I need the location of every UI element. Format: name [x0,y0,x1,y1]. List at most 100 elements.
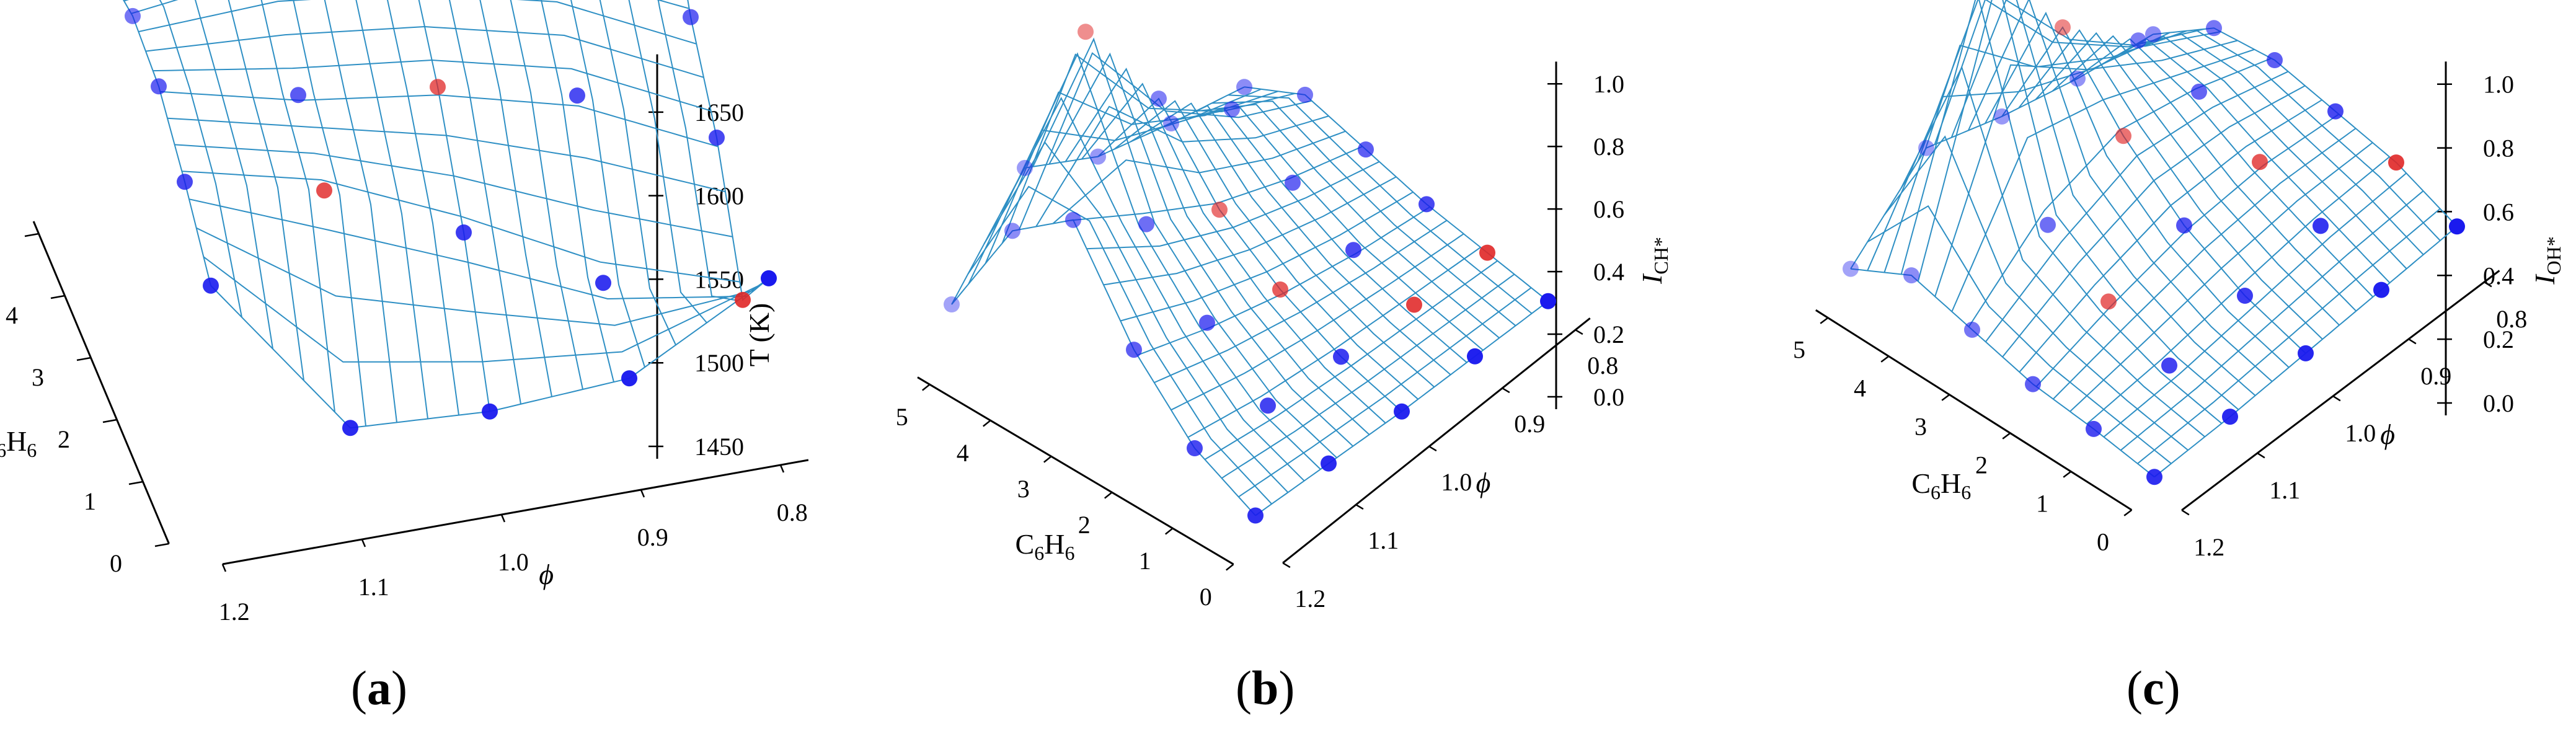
data-point-red [1479,244,1495,261]
c6h6-axis-line [917,376,1234,565]
mesh-line-c6h6 [1211,100,1516,327]
z-axis-title: T (K) [743,303,775,367]
mesh-line-c6h6 [599,0,676,345]
c6h6-tick-label: 1 [1139,547,1151,575]
phi-tick-label: 0.9 [2420,362,2451,390]
c6h6-tick-label: 2 [1078,511,1091,539]
mesh-line-c6h6 [1081,82,1386,424]
phi-tick-label: 0.9 [637,523,668,551]
phi-tick-label: 0.8 [777,498,808,526]
data-point-blue [1187,440,1203,456]
c6h6-tick [2123,509,2133,516]
c6h6-axis-title: C6H6 [1016,528,1075,564]
mesh-line-phi [174,144,733,237]
c6h6-tick-label: 3 [32,363,44,391]
c6h6-tick-label: 5 [1793,336,1805,364]
data-point-red [316,182,332,199]
z-tick-label: 0.2 [2483,325,2514,353]
phi-tick [361,539,366,547]
c6h6-tick [1941,394,1950,401]
surface-mesh [1850,0,2458,478]
mesh-line-phi [131,0,689,14]
data-point-blue [2313,218,2329,234]
data-points [1843,19,2465,485]
data-point-red [1272,281,1288,298]
c6h6-tick [922,384,931,391]
mesh-line-c6h6 [1097,97,1402,412]
z-tick-label: 0.0 [2483,389,2514,417]
data-point-blue [1004,223,1020,239]
phi-axis-line [222,459,809,565]
c6h6-axis-title: C6H6 [1911,467,1971,503]
data-point-blue [595,275,611,291]
data-point-blue [125,7,141,24]
data-point-blue [2145,26,2161,43]
mesh-line-phi [1850,33,2154,270]
axes-group: 1.21.11.00.90.8ϕ012345C6H614501500155016… [0,54,809,626]
mesh-line-c6h6 [228,0,304,381]
mesh-line-c6h6 [195,0,273,349]
panel-a-label: (a) [351,661,407,715]
data-point-red [2388,154,2404,171]
mesh-line-c6h6 [293,0,366,427]
data-points [125,7,777,436]
z-tick-label: 0.4 [1593,258,1624,286]
data-point-blue [1333,348,1349,365]
data-point-blue [1964,321,1980,338]
data-point-blue [1419,196,1435,213]
mesh-line-phi [138,0,697,45]
mesh-line-c6h6 [1162,107,1467,363]
data-point-red [2100,293,2117,310]
mesh-line-phi [160,91,719,148]
mesh-line-phi [167,117,726,193]
phi-tick [2332,395,2341,402]
mesh-line-c6h6 [1850,268,2155,478]
c6h6-tick [2002,432,2011,440]
mesh-line-phi [2019,99,2322,373]
data-point-blue [1321,455,1337,472]
mesh-line-c6h6 [122,0,211,286]
phi-tick-label: 1.0 [2345,419,2376,447]
data-point-blue [1994,108,2010,125]
mesh-line-c6h6 [387,0,459,415]
data-point-red [2115,128,2131,144]
data-point-blue [2176,217,2192,234]
mesh-line-c6h6 [1917,0,2223,424]
data-point-blue [1843,260,1859,277]
phi-tick [1355,504,1364,510]
data-point-blue [203,277,219,294]
mesh-line-c6h6 [510,0,583,390]
data-point-blue [2222,409,2238,425]
data-point-blue [1065,211,1081,228]
axes-group: 1.2 1.1 1.0 0.9 0.8 ϕ 0 1 2 3 4 5 C6H6 0.0 0.2 0.4 0.6 0.… [896,61,1672,613]
c6h6-axis-title: C6H6 [0,425,37,461]
mesh-line-c6h6 [1195,104,1500,339]
mesh-line-c6h6 [628,0,707,324]
mesh-line-phi [1221,273,1515,479]
data-point-blue [1199,314,1215,331]
panel-c-chart: 1.2 1.1 1.0 0.9 0.8 ϕ 0 1 2 3 4 5 C6H6 0.0 0.2 0.4 0.6 0.… [1793,0,2565,561]
z-tick-label: 1500 [694,349,744,377]
data-point-blue [1918,139,1934,156]
c6h6-tick [1820,317,1829,324]
phi-tick [1575,329,1583,335]
data-points [944,24,1556,524]
z-tick-label: 0.0 [1593,383,1624,411]
z-tick-label: 0.8 [1593,133,1624,161]
mesh-line-phi [1187,247,1481,438]
z-tick-label: 1550 [694,265,744,293]
phi-tick [779,464,785,473]
data-point-blue [2130,32,2146,49]
c6h6-tick [1880,355,1890,363]
data-point-red [735,291,751,308]
c6h6-tick-label: 3 [1914,413,1927,441]
mesh-line-c6h6 [1867,205,2172,464]
phi-tick [500,514,506,523]
z-tick-label: 0.2 [1593,321,1624,348]
data-point-blue [1540,293,1556,309]
mesh-line-c6h6 [2136,30,2441,241]
data-point-blue [2025,376,2041,392]
phi-tick-label: 1.2 [1295,585,1326,613]
mesh-line-c6h6 [1113,100,1419,400]
data-point-red [2055,19,2071,36]
